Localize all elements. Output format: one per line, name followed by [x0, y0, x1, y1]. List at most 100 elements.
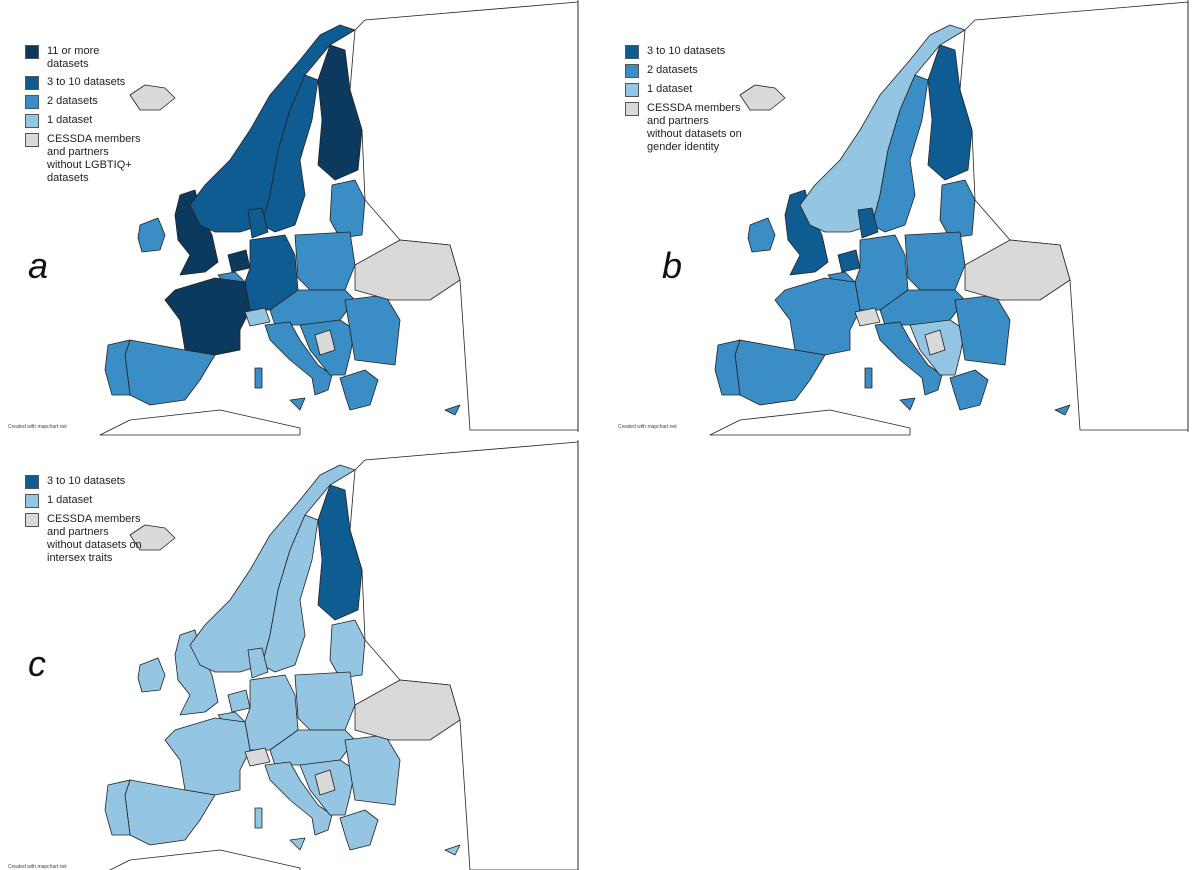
- finland: [317, 44, 363, 181]
- legend-label: CESSDA members and partners without data…: [647, 102, 742, 153]
- legend-label: 1 dataset: [47, 114, 93, 126]
- sardinia: [864, 367, 873, 389]
- finland: [927, 44, 973, 181]
- russia: [959, 1, 1189, 431]
- baltics: [939, 179, 976, 239]
- legend-swatch: [25, 513, 39, 527]
- france: [774, 277, 861, 356]
- greece: [949, 369, 989, 411]
- switzerland: [244, 747, 271, 767]
- legend-item: 2 datasets: [25, 95, 142, 109]
- legend-label: CESSDA members and partners without data…: [47, 513, 142, 564]
- sicily: [289, 397, 306, 411]
- legend-label: 3 to 10 datasets: [47, 475, 126, 487]
- legend-swatch: [25, 76, 39, 90]
- netherlands: [227, 689, 251, 713]
- sweden: [261, 74, 319, 233]
- legend-label: 3 to 10 datasets: [647, 45, 726, 57]
- greece: [339, 369, 379, 411]
- portugal: [714, 339, 741, 396]
- legend-item: CESSDA members and partners without LGBT…: [25, 133, 142, 185]
- legend-swatch: [25, 95, 39, 109]
- netherlands: [837, 249, 861, 273]
- panel-label: c: [28, 643, 46, 684]
- russia: [349, 1, 579, 431]
- legend-item: 3 to 10 datasets: [25, 76, 142, 90]
- legend-label: 3 to 10 datasets: [47, 76, 126, 88]
- legend-label: 1 dataset: [647, 83, 693, 95]
- italy: [264, 761, 333, 836]
- ukraine: [354, 679, 461, 741]
- italy: [264, 321, 333, 396]
- legend-item: 3 to 10 datasets: [625, 45, 742, 59]
- legend-swatch: [25, 133, 39, 147]
- legend-label: CESSDA members and partners without LGBT…: [47, 133, 141, 184]
- poland: [294, 231, 356, 291]
- legend-item: CESSDA members and partners without data…: [625, 102, 742, 154]
- cyprus: [444, 844, 461, 856]
- baltics: [329, 179, 366, 239]
- legend: 3 to 10 datasets 1 dataset CESSDA members …: [25, 475, 142, 570]
- legend-swatch: [625, 45, 639, 59]
- sweden: [261, 514, 319, 673]
- credit: Created with mapchart.net: [8, 424, 67, 430]
- legend-swatch: [25, 45, 39, 59]
- legend-item: 1 dataset: [625, 83, 742, 97]
- bosnia: [314, 329, 336, 356]
- legend-swatch: [25, 114, 39, 128]
- switzerland: [244, 307, 271, 327]
- panel-label: a: [28, 245, 49, 286]
- legend: 3 to 10 datasets 2 datasets 1 dataset CESSD…: [625, 45, 742, 159]
- france: [164, 717, 251, 796]
- credit: Created with mapchart.net: [8, 864, 67, 870]
- sardinia: [254, 367, 263, 389]
- legend-item: CESSDA members and partners without data…: [25, 513, 142, 565]
- legend-item: 3 to 10 datasets: [25, 475, 142, 489]
- legend-item: 11 or more datasets: [25, 45, 142, 71]
- ukraine: [964, 239, 1071, 301]
- map-panel: [709, 0, 1189, 436]
- sicily: [899, 397, 916, 411]
- russia: [349, 441, 579, 870]
- legend-label: 11 or more datasets: [47, 45, 100, 70]
- legend-swatch: [25, 475, 39, 489]
- sicily: [289, 837, 306, 851]
- denmark: [247, 207, 269, 239]
- netherlands: [227, 249, 251, 273]
- map-panel: [99, 0, 579, 436]
- ireland: [747, 217, 776, 253]
- map-panel: [104, 440, 579, 870]
- legend-swatch: [625, 64, 639, 78]
- italy: [874, 321, 943, 396]
- iceland: [129, 524, 176, 551]
- romania-bulgaria: [344, 734, 401, 806]
- legend-swatch: [25, 494, 39, 508]
- greece: [339, 809, 379, 851]
- switzerland: [854, 307, 881, 327]
- poland: [904, 231, 966, 291]
- ireland: [137, 217, 166, 253]
- ukraine: [354, 239, 461, 301]
- legend-label: 1 dataset: [47, 494, 93, 506]
- bosnia: [314, 769, 336, 796]
- panel-label: b: [662, 245, 683, 286]
- sweden: [871, 74, 929, 233]
- romania-bulgaria: [954, 294, 1011, 366]
- bosnia: [924, 329, 946, 356]
- legend-label: 2 datasets: [47, 95, 98, 107]
- romania-bulgaria: [344, 294, 401, 366]
- iceland: [739, 84, 786, 111]
- poland: [294, 671, 356, 731]
- sardinia: [254, 807, 263, 829]
- denmark: [857, 207, 879, 239]
- finland: [317, 484, 363, 621]
- portugal: [104, 339, 131, 396]
- legend-label: 2 datasets: [647, 64, 698, 76]
- legend-swatch: [625, 102, 639, 116]
- cyprus: [444, 404, 461, 416]
- denmark: [247, 647, 269, 679]
- legend-item: 1 dataset: [25, 494, 142, 508]
- baltics: [329, 619, 366, 679]
